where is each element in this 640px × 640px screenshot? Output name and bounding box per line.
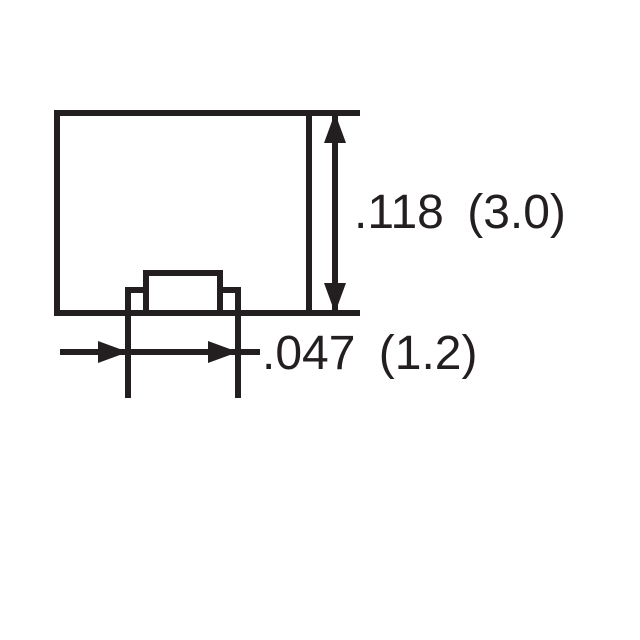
dimension-drawing: .118 (3.0) .047 (1.2) — [0, 0, 640, 640]
dim-height-in: .118 — [354, 186, 444, 239]
arrow-left-to-right-edge — [208, 341, 238, 363]
inner-body — [146, 273, 220, 313]
arrow-down — [324, 283, 346, 313]
arrow-right-to-left-edge — [98, 341, 128, 363]
dim-height-label: .118 (3.0) — [354, 186, 566, 239]
dim-height-mm: (3.0) — [467, 186, 566, 239]
dim-width-in: .047 — [262, 327, 355, 380]
arrow-up — [324, 113, 346, 143]
dim-width-label: .047 (1.2) — [262, 327, 477, 380]
dim-width-mm: (1.2) — [379, 327, 478, 380]
